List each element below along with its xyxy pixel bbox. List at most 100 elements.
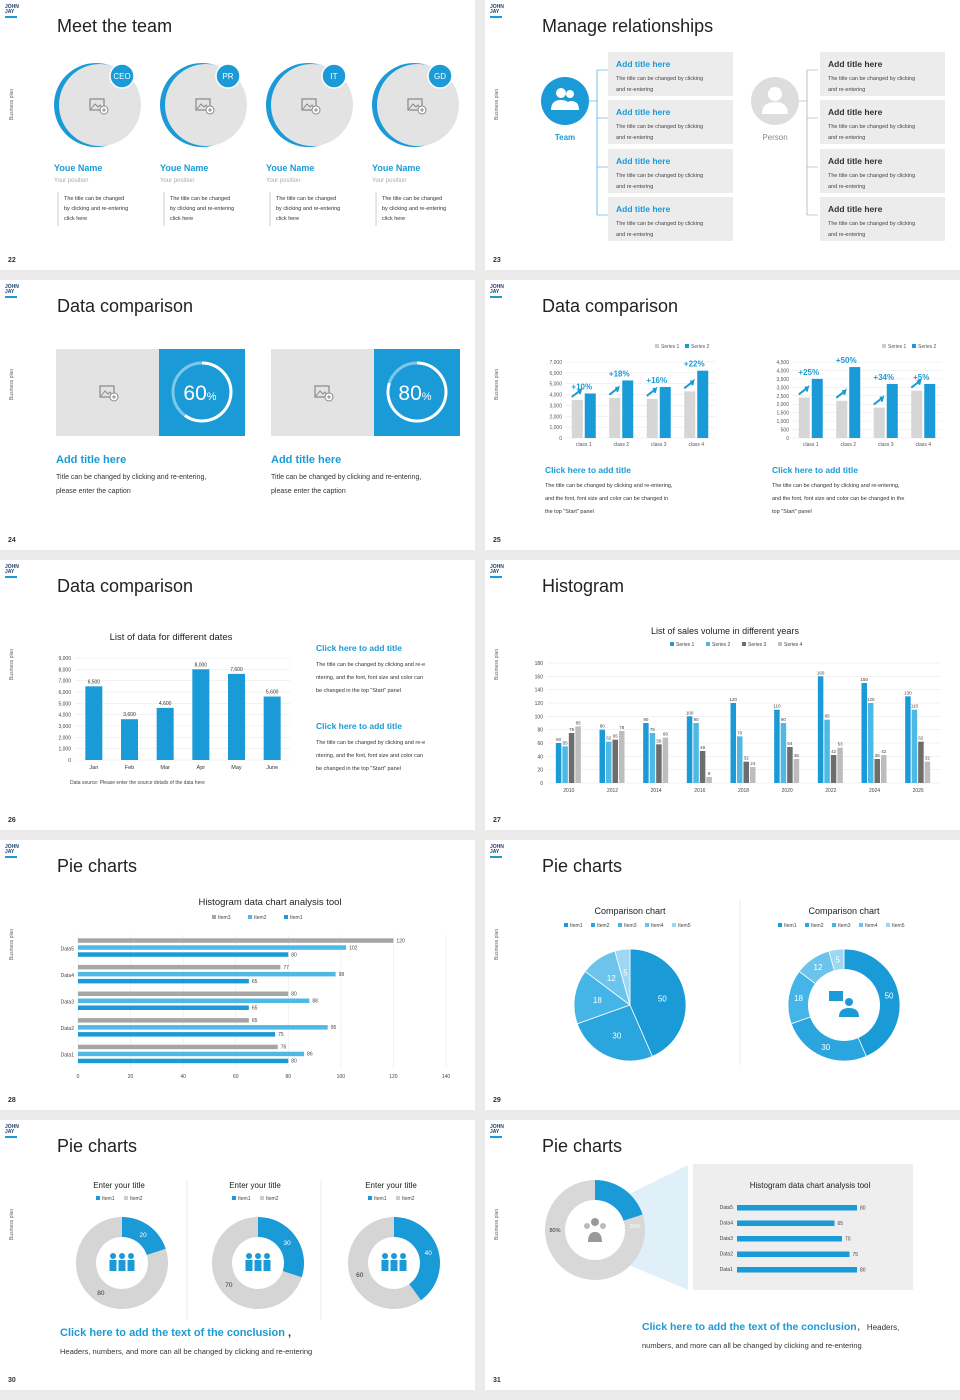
y-tick-label: 160 <box>535 674 544 680</box>
y-tick-label: Data4 <box>61 973 75 979</box>
legend-swatch <box>591 923 595 927</box>
bar-series-1 <box>555 743 562 783</box>
value-label: 85 <box>576 720 582 725</box>
slide-28[interactable]: JOHN JAY Business plan Pie charts 28 Hist… <box>0 840 475 1110</box>
y-tick-label: Data4 <box>720 1221 734 1227</box>
slice-label: 30 <box>284 1240 292 1247</box>
value-label: 90 <box>781 717 787 722</box>
person-body <box>381 1260 389 1271</box>
slide-26[interactable]: JOHN JAY Business plan Data comparison 26… <box>0 560 475 830</box>
role-badge-label: CEO <box>113 72 130 81</box>
bar-series-2 <box>622 380 634 438</box>
team-icon <box>245 1253 271 1271</box>
page-number: 27 <box>493 817 501 824</box>
slide-title: Pie charts <box>542 856 623 876</box>
logo: JOHN JAY <box>490 1125 506 1138</box>
box-text: and re-entering <box>616 184 653 190</box>
chart-legend: Item3 Item2 Item1 <box>212 915 303 921</box>
person-head <box>382 1253 388 1259</box>
slide-30[interactable]: JOHN JAY Business plan Pie charts 30 Ente… <box>0 1120 475 1390</box>
donut-with-bars: 20% 80% Histogram data chart analysis tool… <box>545 1164 913 1290</box>
logo-line-2: JAY <box>5 849 15 855</box>
slide-24[interactable]: JOHN JAY Business plan Data comparison 24… <box>0 280 475 550</box>
slide-27[interactable]: JOHN JAY Business plan Histogram 27 List … <box>485 560 960 830</box>
box-title: Add title here <box>828 204 883 214</box>
conclusion-link[interactable]: Click here to add the text of the conclu… <box>642 1321 857 1333</box>
y-tick-label: 4,000 <box>549 393 562 399</box>
conclusion-tail: ， Headers, <box>856 1323 900 1332</box>
slice-label: 20% <box>629 1224 640 1230</box>
value-label: 65 <box>252 1006 258 1012</box>
bar <box>192 669 210 760</box>
bar <box>737 1205 857 1211</box>
legend-swatch <box>284 915 288 919</box>
bar-item1 <box>78 1058 289 1064</box>
presenter-icon <box>829 991 859 1017</box>
add-plus <box>314 108 318 112</box>
y-tick-label: 60 <box>537 741 543 747</box>
block-text: be changed in the top "Start" panel <box>316 766 401 772</box>
legend-label: Item3 <box>624 923 637 929</box>
person-body <box>127 1260 135 1271</box>
box-text: and re-entering <box>616 232 653 238</box>
dates-bar-chart: List of data for different dates 0 1,000 2,… <box>58 632 425 786</box>
box-bg <box>608 100 733 144</box>
value-label: 65 <box>252 1018 258 1024</box>
donut-hole <box>808 969 880 1041</box>
member-position: Your position <box>372 178 406 184</box>
slide-25[interactable]: JOHN JAY Business plan Data comparison 25… <box>485 280 960 550</box>
block-text: be changed in the top "Start" panel <box>316 688 401 694</box>
y-tick-label: 1,000 <box>58 747 71 753</box>
bar <box>737 1236 842 1242</box>
legend-swatch <box>882 344 886 348</box>
logo: JOHN JAY <box>5 285 21 298</box>
box-text: The title can be changed by clicking <box>616 124 703 130</box>
donut-chart: Enter your title Item1 Item2 30 70 <box>212 1181 304 1309</box>
legend-label: Item2 <box>130 1196 143 1202</box>
logo-line-1: JOHN <box>5 564 19 570</box>
conclusion-link[interactable]: Click here to add the text of the conclu… <box>60 1327 285 1339</box>
chart-title: Comparison chart <box>808 906 880 916</box>
x-tick-label: 2026 <box>913 788 924 794</box>
slide-23[interactable]: JOHN JAY Business plan Manage relationshi… <box>485 0 960 270</box>
bar <box>737 1220 835 1226</box>
person-head <box>128 1253 134 1259</box>
conclusion[interactable]: Click here to add the text of the conclu… <box>642 1321 899 1333</box>
team-box: Add title here The title can be changed b… <box>608 52 733 96</box>
bar-series-2 <box>868 703 874 783</box>
slide-31[interactable]: JOHN JAY Business plan Pie charts 31 20% 8… <box>485 1120 960 1390</box>
x-tick-label: 20 <box>128 1074 134 1080</box>
box-title: Add title here <box>616 107 671 117</box>
chart-heading: Click here to add title <box>545 465 631 475</box>
value-label: 62 <box>606 736 612 741</box>
chart-title: Histogram data chart analysis tool <box>198 897 341 908</box>
y-tick-label: 2,000 <box>549 414 562 420</box>
logo-line-1: JOHN <box>490 4 504 10</box>
y-tick-label: 6,000 <box>549 371 562 377</box>
value-label: 120 <box>396 938 405 944</box>
value-label: 98 <box>339 972 345 978</box>
image-mountain <box>408 103 422 110</box>
member-description: The title can be changed <box>276 196 336 202</box>
increase-arrow <box>683 378 695 390</box>
conclusion[interactable]: Click here to add the text of the conclu… <box>60 1327 291 1339</box>
bar-series-2 <box>584 393 596 438</box>
page-number: 24 <box>8 537 16 544</box>
value-label: 70 <box>845 1237 851 1243</box>
logo-line-2: JAY <box>490 9 500 15</box>
slide-22[interactable]: JOHN JAY Business plan Meet the team 22 C… <box>0 0 475 270</box>
box-title: Add title here <box>616 204 671 214</box>
logo: JOHN JAY <box>490 845 506 858</box>
image-placeholder-icon <box>195 98 215 115</box>
bar-series-2 <box>649 733 656 783</box>
chart-title: Enter your title <box>365 1181 417 1190</box>
value-label: 80 <box>860 1206 866 1212</box>
value-label: 75 <box>569 727 575 732</box>
bar-series-1 <box>836 400 848 438</box>
member-description: by clicking and re-entering <box>64 206 128 212</box>
slide-29[interactable]: JOHN JAY Business plan Pie charts 29 Comp… <box>485 840 960 1110</box>
legend-label: Series 3 <box>748 642 767 648</box>
person-head <box>400 1253 406 1259</box>
bar-series-2 <box>886 383 898 438</box>
